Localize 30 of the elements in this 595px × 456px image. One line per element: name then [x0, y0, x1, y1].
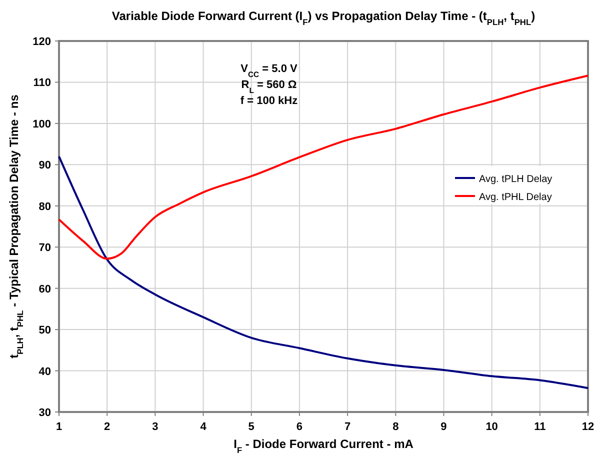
legend-label: Avg. tPLH Delay — [479, 174, 552, 185]
y-tick-label: 50 — [38, 324, 51, 337]
x-tick-label: 12 — [582, 421, 594, 433]
annotation: R$_{L}$ = 560 Ω — [241, 79, 297, 94]
y-tick-label: 30 — [38, 407, 51, 419]
x-axis-title: I$_{F}$ - Diode Forward Current - mA — [234, 437, 414, 455]
annotation: f = 100 kHz — [240, 95, 298, 107]
line-series — [58, 155, 589, 390]
legend-label: Avg. tPHL Delay — [479, 192, 552, 203]
y-tick-label: 70 — [38, 242, 51, 254]
x-tick-label: 3 — [152, 421, 158, 433]
y-tick-label: 100 — [32, 118, 51, 130]
x-tick-label: 10 — [486, 421, 498, 433]
x-tick-label: 1 — [56, 421, 62, 433]
x-tick-label: 9 — [440, 421, 447, 433]
y-tick-label: 80 — [38, 200, 51, 213]
x-tick-label: 4 — [200, 421, 208, 433]
x-tick-label: 7 — [344, 421, 351, 433]
y-tick-label: 120 — [32, 36, 51, 48]
x-tick-label: 2 — [104, 421, 110, 433]
y-tick-label: 40 — [38, 366, 51, 378]
x-tick-label: 11 — [534, 421, 546, 433]
x-tick-label: 5 — [248, 421, 254, 433]
x-tick-label: 6 — [296, 421, 303, 433]
annotation: V$_{CC}$ = 5.0 V — [240, 63, 298, 78]
y-tick-label: 110 — [33, 77, 51, 90]
y-tick-label: 60 — [38, 283, 51, 296]
chart-title: Variable Diode Forward Current (I$_{F}$) vs Propagation Delay Time - (t$_{PLH}$, t$_{PHL}$) — [112, 9, 536, 27]
x-tick-label: 8 — [392, 421, 399, 433]
y-tick-label: 90 — [38, 160, 51, 172]
